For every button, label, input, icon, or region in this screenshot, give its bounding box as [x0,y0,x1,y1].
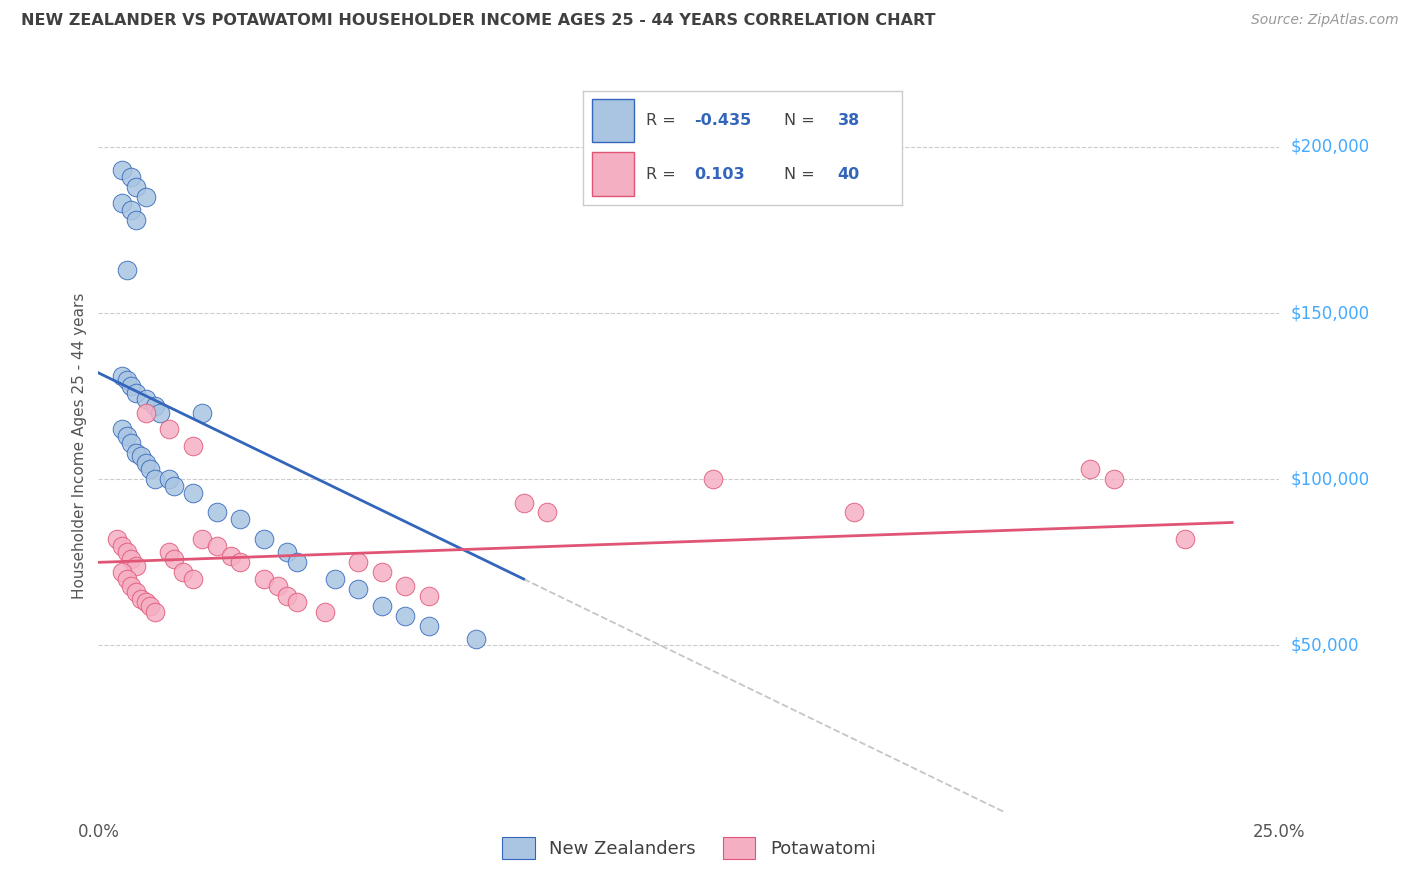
Point [139,462,162,476]
Point [125,179,148,194]
Point [314,605,336,619]
Point [323,572,346,586]
Point [229,512,252,526]
Point [205,506,228,520]
Text: $100,000: $100,000 [1291,470,1369,488]
Point [125,558,148,573]
Point [111,566,134,580]
Point [163,552,186,566]
Point [219,549,242,563]
Point [205,539,228,553]
Legend: New Zealanders, Potawatomi: New Zealanders, Potawatomi [494,829,884,869]
Point [121,552,143,566]
Point [347,555,370,569]
Point [844,506,866,520]
Point [105,532,128,546]
Point [135,456,157,470]
Point [181,485,204,500]
Point [157,545,180,559]
Point [465,632,488,646]
Point [418,589,440,603]
Point [157,472,180,486]
Point [253,572,276,586]
Text: $150,000: $150,000 [1291,304,1369,322]
Point [135,595,157,609]
Y-axis label: Householder Income Ages 25 - 44 years: Householder Income Ages 25 - 44 years [72,293,87,599]
Point [172,566,194,580]
Point [229,555,252,569]
Point [394,608,416,623]
Point [276,589,298,603]
Point [1080,462,1102,476]
Point [149,406,172,420]
Point [181,572,204,586]
Point [157,422,180,436]
Point [143,399,166,413]
Point [135,406,157,420]
Point [512,495,534,509]
Point [125,445,148,459]
Point [125,385,148,400]
Point [115,429,138,443]
Point [129,449,152,463]
Point [181,439,204,453]
Text: $50,000: $50,000 [1291,637,1360,655]
Point [115,372,138,386]
Point [1174,532,1197,546]
Text: NEW ZEALANDER VS POTAWATOMI HOUSEHOLDER INCOME AGES 25 - 44 YEARS CORRELATION CH: NEW ZEALANDER VS POTAWATOMI HOUSEHOLDER … [21,13,935,29]
Point [111,196,134,211]
Point [253,532,276,546]
Point [115,572,138,586]
Point [115,545,138,559]
Point [371,566,394,580]
Point [276,545,298,559]
Point [121,579,143,593]
Point [347,582,370,596]
Point [135,392,157,407]
Point [1102,472,1125,486]
Point [125,585,148,599]
Point [143,605,166,619]
Point [139,599,162,613]
Point [536,506,558,520]
Text: Source: ZipAtlas.com: Source: ZipAtlas.com [1251,13,1399,28]
Point [702,472,724,486]
Point [191,406,214,420]
Point [129,591,152,606]
Point [121,435,143,450]
Point [111,369,134,384]
Text: $200,000: $200,000 [1291,137,1369,156]
Point [111,163,134,178]
Point [285,595,308,609]
Point [371,599,394,613]
Point [121,379,143,393]
Point [125,213,148,227]
Point [111,422,134,436]
Point [115,262,138,277]
Point [163,479,186,493]
Point [418,618,440,632]
Point [135,189,157,203]
Point [143,472,166,486]
Point [111,539,134,553]
Point [121,169,143,184]
Point [394,579,416,593]
Point [267,579,290,593]
Point [191,532,214,546]
Point [285,555,308,569]
Point [121,202,143,217]
